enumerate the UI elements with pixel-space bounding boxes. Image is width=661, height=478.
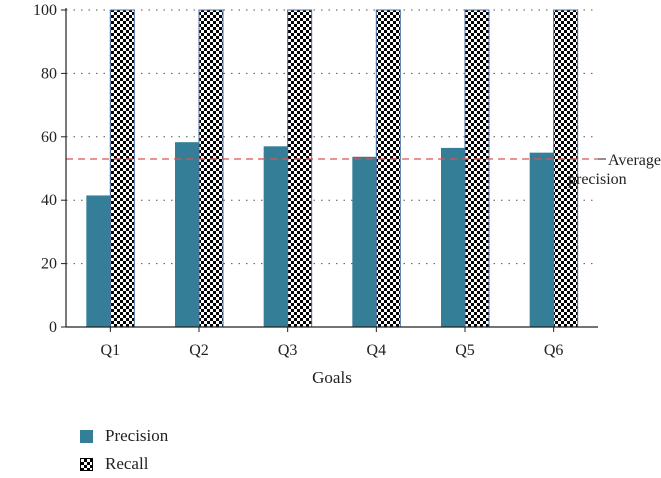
y-tick-label: 100: [33, 2, 57, 19]
x-axis-title: Goals: [312, 368, 352, 387]
bar-recall-q1: [109, 9, 135, 328]
bar-recall-q3: [287, 9, 313, 328]
axes: [61, 8, 598, 332]
bars: [86, 9, 579, 328]
chart: Average precision 0 20 40 60 80 100 Q1 Q2 Q3 Q4 Q5 Q…: [33, 2, 661, 387]
bar-recall-q4: [375, 9, 401, 328]
legend-item-recall: Recall: [80, 450, 168, 478]
bar-recall-q6: [553, 9, 579, 328]
y-tick-label: 80: [41, 65, 57, 82]
legend: Precision Recall: [80, 422, 168, 478]
legend-swatch-precision: [80, 429, 93, 443]
legend-item-precision: Precision: [80, 422, 168, 450]
tick-labels: 0 20 40 60 80 100 Q1 Q2 Q3 Q4 Q5 Q6 Goals: [33, 2, 563, 387]
y-tick-label: 0: [49, 319, 57, 336]
y-tick-label: 20: [41, 256, 57, 273]
bar-precision-q6: [529, 152, 554, 327]
x-tick-label: Q4: [367, 342, 387, 359]
x-tick-label: Q3: [278, 342, 298, 359]
bar-precision-q2: [175, 142, 199, 327]
reference-line-group: Average precision: [66, 152, 661, 188]
y-tick-label: 60: [41, 129, 57, 146]
bar-precision-q3: [263, 146, 288, 327]
bar-precision-q1: [86, 195, 111, 327]
bar-recall-q5: [464, 9, 490, 328]
x-tick-label: Q2: [189, 342, 209, 359]
legend-label-precision: Precision: [105, 426, 169, 445]
annotation-label-line1: Average: [608, 152, 661, 169]
legend-swatch-recall: [80, 457, 93, 471]
x-tick-label: Q1: [101, 342, 121, 359]
annotation-label-line2: precision: [568, 171, 627, 188]
bar-precision-q4: [352, 156, 377, 327]
bar-precision-q5: [441, 147, 465, 327]
bar-recall-q2: [198, 9, 224, 328]
grid-lines: [66, 9, 598, 327]
x-tick-label: Q5: [455, 342, 475, 359]
y-tick-label: 40: [41, 192, 57, 209]
legend-label-recall: Recall: [105, 454, 149, 473]
x-tick-label: Q6: [544, 342, 564, 359]
